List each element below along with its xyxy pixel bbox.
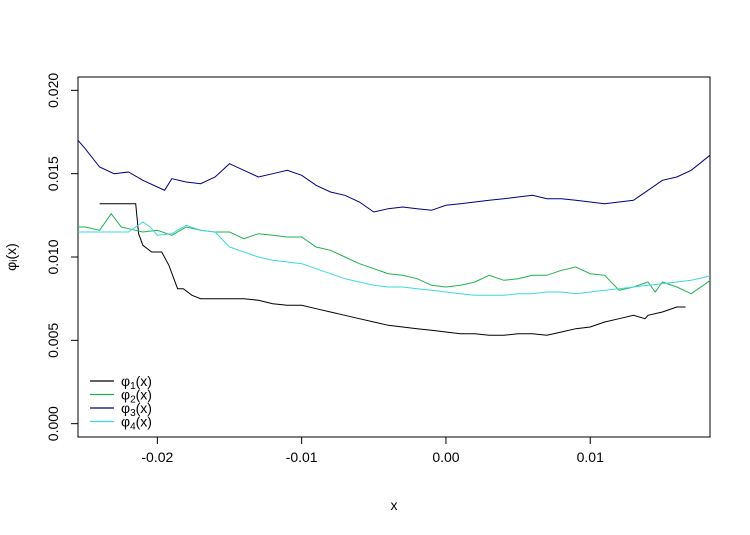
y-tick-label: 0.010 [45, 239, 61, 274]
legend-label-2: φ2(x) [121, 387, 152, 406]
y-tick-label: 0.005 [45, 323, 61, 358]
y-tick-label: 0.020 [45, 73, 61, 108]
x-tick-label: -0.02 [141, 449, 173, 465]
y-tick-label: 0.015 [45, 156, 61, 191]
legend-label-1: φ1(x) [121, 373, 152, 392]
x-tick-label: 0.01 [577, 449, 604, 465]
x-tick-label: 0.00 [432, 449, 459, 465]
x-axis: -0.02 -0.01 0.00 0.01 [141, 437, 604, 465]
legend-label-4: φ4(x) [121, 414, 152, 433]
series-line-1 [99, 203, 686, 336]
x-tick-label: -0.01 [286, 449, 318, 465]
y-axis: 0.000 0.005 0.010 0.015 0.020 [45, 73, 78, 441]
y-axis-title: φᵢ(x) [3, 243, 19, 271]
y-tick-label: 0.000 [45, 406, 61, 441]
series-line-2 [78, 212, 711, 295]
x-axis-title: x [391, 497, 398, 513]
legend-label-3: φ3(x) [121, 400, 152, 419]
legend: φ1(x)φ2(x)φ3(x)φ4(x) [90, 373, 152, 433]
series-line-3 [77, 139, 711, 213]
plot-frame [77, 76, 711, 438]
series-line-4 [78, 221, 711, 296]
plot-area [77, 139, 711, 336]
